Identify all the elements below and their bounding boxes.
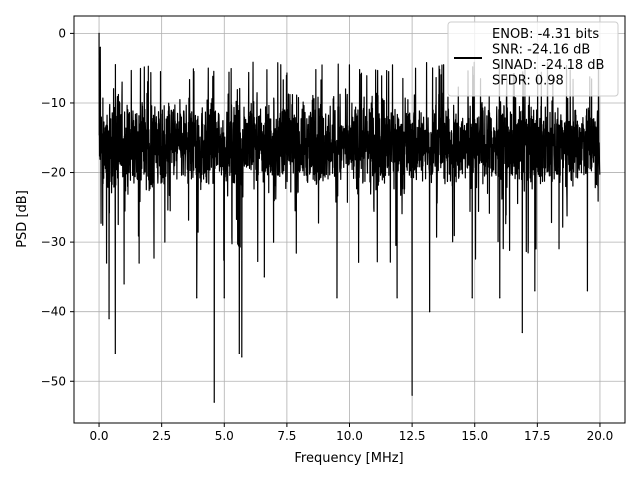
psd-dip-point xyxy=(213,401,215,403)
legend-line-text: SINAD: -24.18 dB xyxy=(492,58,604,73)
legend-box xyxy=(447,21,619,97)
psd-dip-point xyxy=(108,318,110,320)
plot-area xyxy=(98,32,601,403)
x-tick-label: 15.0 xyxy=(461,429,488,443)
y-tick-label: −20 xyxy=(41,166,66,180)
x-tick-label: 7.5 xyxy=(277,429,296,443)
legend-entry-text: ENOB: -4.31 bits SNR: -24.16 dB SINAD: -24… xyxy=(492,27,604,89)
y-tick-label: −50 xyxy=(41,374,66,388)
psd-dip-point xyxy=(241,356,243,358)
psd-dip-point xyxy=(223,297,225,299)
legend-line-text: SFDR: 0.98 xyxy=(492,74,564,89)
psd-dip-point xyxy=(429,311,431,313)
psd-dip-point xyxy=(521,331,523,334)
x-tick-label: 2.5 xyxy=(152,429,171,443)
psd-dip-point xyxy=(138,262,140,264)
psd-dip-point xyxy=(534,290,536,292)
psd-dip-point xyxy=(105,262,108,264)
psd-dip-point xyxy=(586,290,589,292)
psd-dip-point xyxy=(196,297,198,299)
psd-dip-point xyxy=(499,297,501,299)
x-tick-label: 10.0 xyxy=(336,429,363,443)
x-tick-label: 20.0 xyxy=(587,429,614,443)
y-tick-label: 0 xyxy=(58,26,66,40)
psd-peak-point xyxy=(98,32,100,34)
psd-series-line xyxy=(98,33,601,403)
y-axis-label: PSD [dB] xyxy=(15,190,30,248)
axes: 0.0 2.5 5.0 7.5 10.0 12.5 15.0 17.5 20.0 0 −10 −20 −… xyxy=(41,15,626,443)
psd-dip-point xyxy=(336,297,338,299)
y-tick-label: −10 xyxy=(41,96,66,110)
psd-dip-point xyxy=(114,352,116,355)
x-tick-label: 0.0 xyxy=(89,429,108,443)
x-tick-label: 5.0 xyxy=(215,429,234,443)
psd-dip-point xyxy=(411,394,413,396)
psd-dip-point xyxy=(238,352,240,355)
x-tick-label: 12.5 xyxy=(399,429,426,443)
x-tick-label: 17.5 xyxy=(524,429,551,443)
psd-dip-point xyxy=(263,276,265,278)
x-axis-label: Frequency [MHz] xyxy=(294,451,403,466)
psd-dip-point xyxy=(396,297,398,299)
psd-dip-point xyxy=(471,297,473,299)
psd-peak-point xyxy=(99,46,101,48)
legend-line-text: SNR: -24.16 dB xyxy=(492,43,590,58)
y-tick-label: −30 xyxy=(41,235,66,249)
legend: ENOB: -4.31 bits SNR: -24.16 dB SINAD: -24… xyxy=(447,21,619,97)
y-tick-label: −40 xyxy=(41,305,66,319)
psd-dip-point xyxy=(123,283,125,285)
legend-line-text: ENOB: -4.31 bits xyxy=(492,27,599,42)
